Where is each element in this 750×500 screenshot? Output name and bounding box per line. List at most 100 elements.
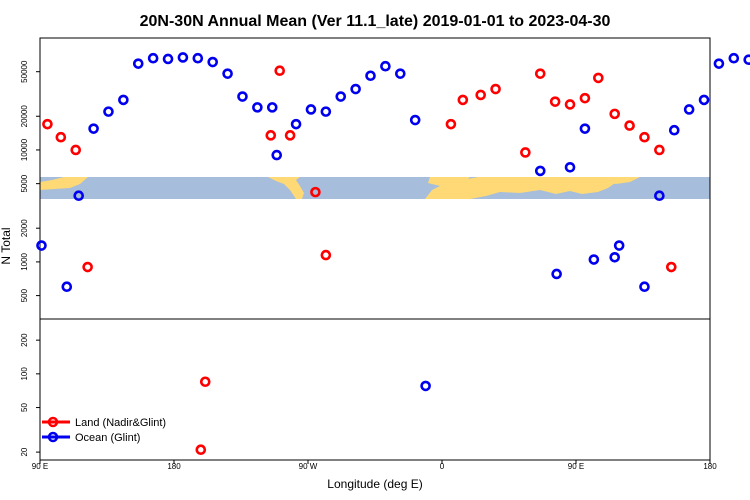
chart-title: 20N-30N Annual Mean (Ver 11.1_late) 2019…	[140, 13, 611, 30]
land-point	[195, 444, 207, 456]
x-tick-label: 90 W	[299, 462, 318, 471]
ocean-point	[639, 281, 650, 293]
x-tick-label: 90 E	[568, 462, 584, 471]
land-point	[624, 120, 635, 131]
ocean-point	[588, 254, 600, 265]
ocean-point	[147, 52, 159, 64]
legend-label-ocean: Ocean (Glint)	[75, 432, 140, 444]
x-tick-label: 180	[167, 462, 181, 471]
ocean-point	[409, 114, 421, 126]
land-point	[534, 68, 546, 79]
ocean-point	[36, 240, 47, 251]
land-point	[654, 144, 665, 156]
land-point	[445, 118, 457, 130]
land-point	[42, 118, 53, 130]
ocean-point	[290, 118, 302, 130]
land-point	[593, 72, 604, 84]
y-tick-label: 10000	[20, 138, 29, 161]
land-point	[55, 131, 67, 143]
x-axis: 90 E 180 90 W 0 90 E 180	[32, 460, 717, 471]
ocean-point	[613, 240, 625, 251]
ocean-point	[271, 149, 283, 161]
y-tick-label: 1000	[20, 252, 29, 270]
ocean-point	[654, 190, 665, 202]
ocean-point	[207, 56, 219, 68]
legend-marker-ocean	[47, 431, 59, 443]
land-point	[274, 65, 286, 77]
ocean-point	[420, 380, 431, 392]
legend-label-land: Land (Nadir&Glint)	[75, 417, 166, 429]
land-point	[284, 130, 296, 141]
ocean-point	[713, 58, 725, 69]
ocean-point	[380, 60, 391, 72]
map-land-americas-west	[40, 177, 88, 199]
map-land-asia-east	[600, 177, 640, 184]
ocean-point	[162, 53, 174, 65]
x-tick-label: 180	[703, 462, 717, 471]
land-point	[609, 108, 621, 120]
land-point	[265, 130, 277, 141]
y-tick-label: 5000	[20, 174, 29, 192]
x-axis-label: Longitude (deg E)	[327, 477, 422, 491]
land-point	[520, 147, 531, 158]
ocean-point	[177, 52, 189, 63]
ocean-point	[88, 123, 99, 134]
land-point	[457, 94, 469, 106]
ocean-point	[237, 91, 248, 102]
ocean-point	[73, 190, 85, 202]
ocean-point	[320, 106, 332, 117]
ocean-point	[551, 268, 562, 280]
ocean-point	[579, 123, 591, 134]
land-point	[70, 144, 82, 156]
ocean-point	[728, 52, 740, 64]
y-tick-label: 500	[20, 288, 29, 302]
land-point	[199, 376, 211, 388]
legend-marker-land	[47, 416, 59, 428]
plot-frame	[39, 37, 711, 461]
land-point	[475, 89, 487, 101]
ocean-point	[365, 70, 376, 82]
world-map-strip	[40, 177, 710, 199]
y-tick-label: 20	[20, 447, 29, 456]
ocean-point	[252, 102, 263, 113]
ocean-point	[668, 124, 680, 136]
ocean-point	[683, 104, 695, 115]
ocean-point	[61, 281, 73, 293]
ocean-point	[305, 104, 317, 115]
ocean-point	[192, 52, 204, 64]
ocean-point	[103, 106, 114, 117]
ocean-point	[266, 102, 278, 113]
y-tick-label: 20000	[20, 105, 29, 128]
map-land-americas	[268, 177, 304, 199]
land-point	[82, 261, 93, 273]
ocean-point	[743, 54, 750, 65]
land-point	[310, 186, 321, 198]
map-land-africa-asia	[425, 177, 618, 199]
map-land-sahara	[428, 177, 470, 186]
y-tick-label: 50	[20, 403, 29, 412]
y-tick-label: 2000	[20, 219, 29, 237]
y-tick-label: 100	[20, 367, 29, 381]
land-point	[639, 131, 650, 143]
land-point	[549, 96, 561, 107]
ocean-point	[698, 94, 710, 106]
ocean-point	[534, 165, 546, 177]
land-point	[564, 99, 576, 110]
legend: Land (Nadir&Glint) Ocean (Glint)	[42, 416, 166, 444]
y-axis-label: N Total	[0, 227, 13, 264]
data-points	[36, 52, 750, 456]
ocean-point	[222, 68, 233, 79]
land-point	[579, 92, 591, 104]
ocean-point	[609, 251, 621, 263]
land-point	[320, 249, 332, 261]
ocean-point	[395, 68, 406, 79]
y-tick-label: 200	[20, 333, 29, 347]
ocean-point	[132, 58, 144, 69]
y-tick-label: 50000	[20, 60, 29, 83]
x-tick-label: 90 E	[32, 462, 48, 471]
ocean-point	[350, 83, 361, 95]
land-point	[490, 83, 501, 95]
ocean-point	[118, 94, 129, 106]
land-point	[665, 261, 677, 273]
